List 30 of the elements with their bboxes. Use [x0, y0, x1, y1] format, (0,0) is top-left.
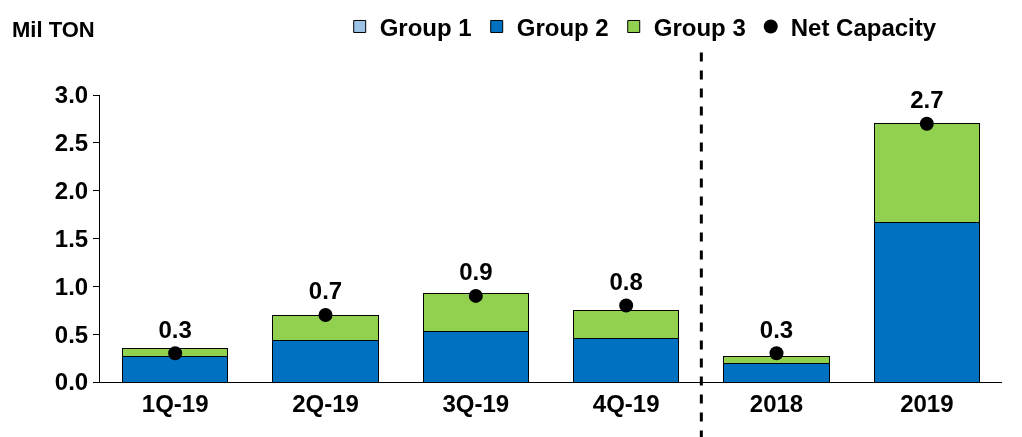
x-tick-label: 4Q-19 — [592, 389, 660, 417]
data-label: 0.3 — [158, 315, 192, 343]
y-tick-label: 0.5 — [54, 320, 89, 348]
x-tick-label: 2019 — [900, 389, 954, 417]
x-tick-label: 2018 — [749, 389, 804, 417]
y-tick-label: 2.5 — [54, 129, 89, 157]
y-tick-label: 2.0 — [54, 177, 89, 205]
data-label: 0.9 — [459, 258, 493, 286]
point — [468, 288, 483, 303]
legend-label: Group 3 — [653, 13, 746, 41]
y-tick-label: 1.0 — [54, 272, 89, 300]
x-tick-label: 3Q-19 — [442, 389, 510, 417]
point — [919, 116, 934, 131]
y-tick-label: 1.5 — [54, 224, 89, 252]
legend-label: Group 1 — [379, 13, 472, 41]
y-tick-label: 3.0 — [54, 81, 89, 109]
data-label: 0.3 — [759, 315, 794, 343]
data-label: 2.7 — [910, 85, 944, 113]
point — [318, 308, 333, 323]
data-label: 0.8 — [609, 267, 643, 295]
legend-label: Net Capacity — [790, 13, 937, 41]
y-axis-title: Mil TON — [12, 17, 95, 42]
x-tick-label: 2Q-19 — [292, 389, 359, 417]
legend-label: Group 2 — [516, 13, 609, 41]
point — [168, 346, 183, 361]
y-tick-label: 0.0 — [54, 368, 89, 396]
point — [619, 298, 634, 313]
data-label: 0.7 — [308, 277, 343, 305]
point — [769, 346, 784, 361]
x-tick-label: 1Q-19 — [141, 389, 209, 417]
